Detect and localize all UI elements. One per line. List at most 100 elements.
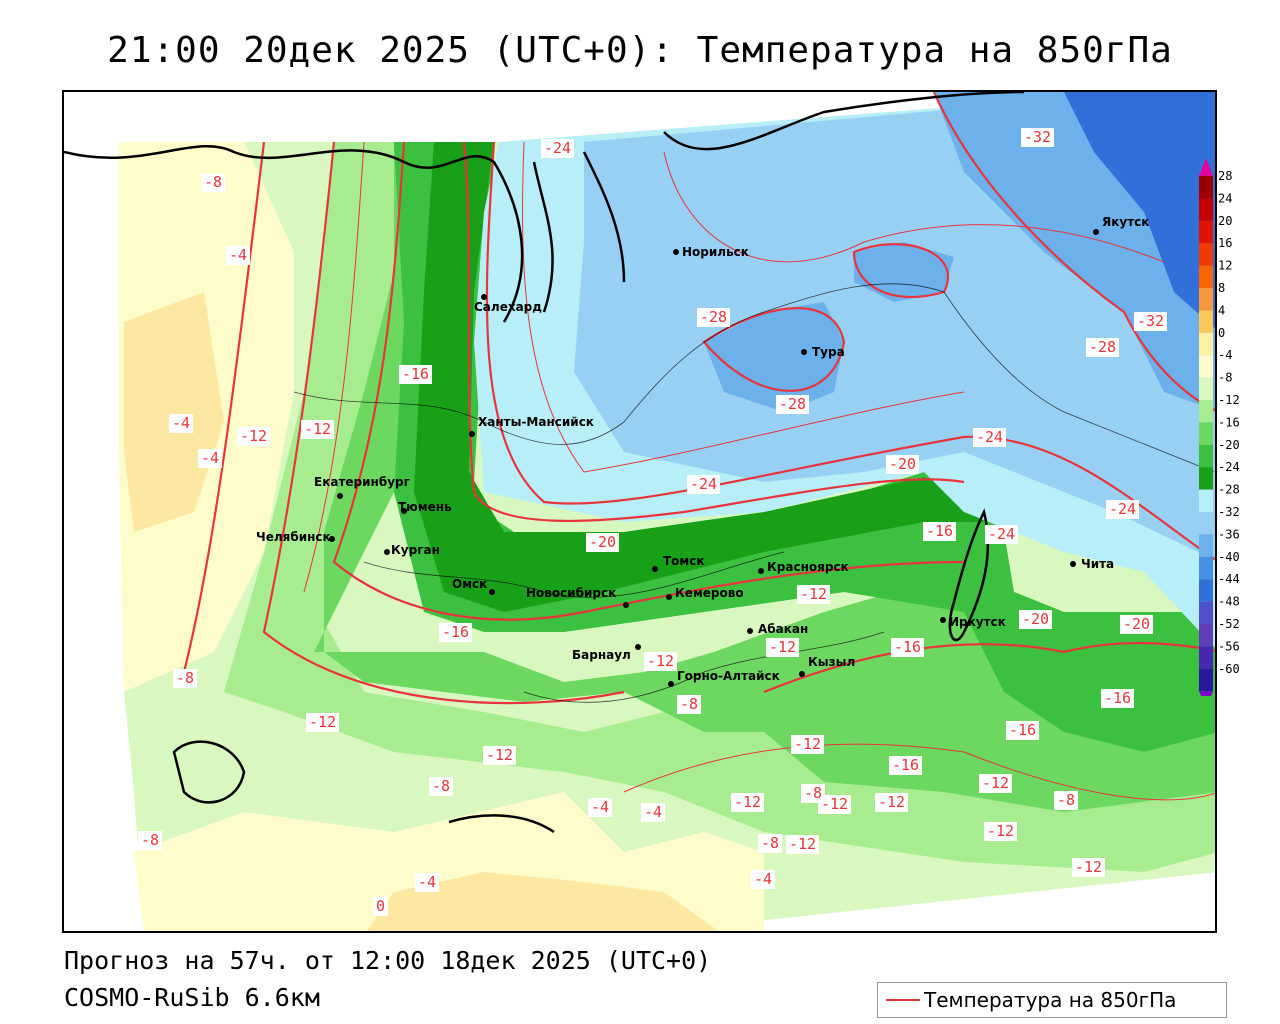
isotherm-label: -12: [731, 793, 764, 812]
city-marker: [1093, 229, 1099, 235]
isotherm-label-text: -8: [432, 777, 450, 795]
isotherm-label-bg: [429, 777, 453, 796]
isotherm-label-text: -20: [889, 455, 916, 473]
isotherm-label: -24: [687, 475, 720, 494]
city-label: Якутск: [1102, 215, 1149, 229]
isotherm-label-bg: [373, 897, 388, 916]
warm-core-west: [124, 292, 224, 532]
isotherm-label-bg: [1054, 791, 1078, 810]
isotherm-label: -28: [776, 395, 809, 414]
city-label: Абакан: [758, 622, 808, 636]
isotherm-label-text: -12: [800, 585, 827, 603]
colorbar-tick-label: 8: [1218, 281, 1225, 295]
city-label: Челябинск: [256, 530, 331, 544]
colorbar-tick-label: 28: [1218, 169, 1232, 183]
isotherm-label-bg: [201, 173, 225, 192]
isotherm-label-text: -28: [1089, 338, 1116, 356]
colorbar-tick-label: -16: [1218, 415, 1240, 429]
city-label: Чита: [1081, 557, 1114, 571]
city-label: Кемерово: [675, 586, 744, 600]
isotherm-label: -32: [1021, 128, 1054, 147]
coastline-group: [64, 92, 1025, 834]
isotherm-label-text: -8: [1057, 791, 1075, 809]
isotherm-label-text: -12: [486, 746, 513, 764]
isotherm-label-bg: [979, 774, 1012, 793]
isotherm-label-text: -32: [1137, 312, 1164, 330]
isotherm-label-bg: [138, 831, 162, 850]
colorbar-swatch: [1199, 265, 1213, 288]
isotherm-label-text: -16: [442, 623, 469, 641]
isotherm-label-bg: [758, 834, 782, 853]
city-label: Ханты-Мансийск: [478, 415, 594, 429]
isotherm-label-bg: [731, 793, 764, 812]
colorbar-swatch: [1199, 288, 1213, 311]
isotherm-label-text: -12: [878, 793, 905, 811]
isotherm-minus12-east: [763, 642, 1215, 694]
colorbar-tick-label: 4: [1218, 303, 1225, 317]
colorbar-swatch: [1199, 601, 1213, 624]
colorbar-swatch: [1199, 489, 1213, 512]
isotherm-label: -16: [1101, 689, 1134, 708]
colorbar-tick-label: -8: [1218, 371, 1232, 385]
isotherm-label: -12: [1072, 858, 1105, 877]
isotherm-label: -28: [697, 308, 730, 327]
colorbar: 28 24 20 16 12 8 4 0 -4 -8 -12 -16 -20 -24 -28 -32 -36 -4…: [1199, 158, 1240, 696]
isotherm-label-text: -4: [229, 246, 247, 264]
isotherm-label-bg: [644, 652, 677, 671]
isotherm-label: -20: [1120, 615, 1153, 634]
isotherm-label-bg: [439, 623, 472, 642]
isotherm-label: -12: [644, 652, 677, 671]
isotherm-label: -4: [588, 798, 612, 817]
colorbar-swatch: [1199, 400, 1213, 423]
isotherm-label: -12: [984, 822, 1017, 841]
isotherm-label-text: -32: [1024, 128, 1051, 146]
city-marker: [652, 566, 658, 572]
isotherm-label: -8: [758, 834, 782, 853]
coastline-ob-bay: [532, 161, 554, 313]
isotherm-label: -12: [979, 774, 1012, 793]
isotherm-label-text: -28: [700, 308, 727, 326]
isotherm-minus16: [332, 141, 965, 621]
colorbar-tick-label: -20: [1218, 438, 1240, 452]
lake-baikal: [948, 508, 990, 642]
border-2: [363, 551, 785, 598]
city-marker: [673, 249, 679, 255]
colorbar-bottom-arrow: [1199, 691, 1213, 696]
colorbar-tick-label: -52: [1218, 617, 1240, 631]
colorbar-swatch: [1199, 467, 1213, 490]
border-1: [293, 391, 625, 445]
city-label: Норильск: [682, 245, 749, 259]
colorbar-swatch: [1199, 556, 1213, 580]
isotherm-label: -16: [891, 638, 924, 657]
isotherm-label: -16: [889, 756, 922, 775]
isotherm-label: -24: [541, 139, 574, 158]
isotherm-label: -4: [169, 414, 193, 433]
border-5: [943, 291, 1215, 473]
coastline-north: [64, 144, 524, 323]
colorbar-swatch: [1199, 534, 1213, 557]
isotherm-label: -12: [818, 795, 851, 814]
zone-minus20-core: [414, 142, 984, 612]
city-marker: [1070, 561, 1076, 567]
isotherm-minus8: [182, 141, 266, 673]
map-title: 21:00 20дек 2025 (UTC+0): Температура на…: [107, 30, 1173, 71]
isotherm-label-bg: [797, 585, 830, 604]
isotherm-label-text: -12: [1075, 858, 1102, 876]
legend-label: Температура на 850гПа: [924, 988, 1177, 1012]
isotherm-label-text: -12: [982, 774, 1009, 792]
isotherm-label: -4: [198, 449, 222, 468]
city-label: Омск: [452, 577, 487, 591]
isotherm-label-bg: [776, 395, 809, 414]
isotherm-label-bg: [687, 475, 720, 494]
city-marker: [489, 589, 495, 595]
isotherm-label-text: -24: [1109, 500, 1136, 518]
isotherm-label-bg: [985, 525, 1018, 544]
isotherm-thin-3: [663, 151, 1165, 263]
legend-line-swatch: [886, 999, 920, 1001]
border-3: [623, 283, 945, 423]
city-marker: [337, 493, 343, 499]
isotherm-label: -24: [973, 428, 1006, 447]
isotherm-label: -8: [801, 784, 825, 803]
isotherm-label-text: -8: [680, 695, 698, 713]
isotherm-label-text: -16: [892, 756, 919, 774]
